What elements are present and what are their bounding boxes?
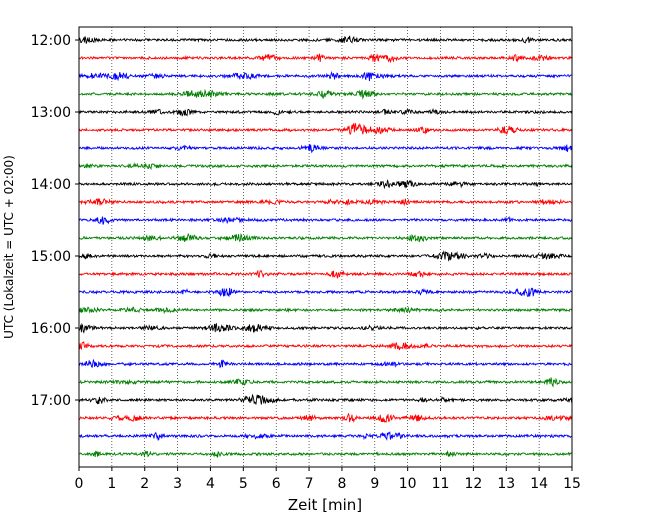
y-tick-label: 14:00 <box>31 177 71 193</box>
x-axis-label: Zeit [min] <box>288 496 362 514</box>
trace-1645 <box>78 377 572 388</box>
trace-1430 <box>78 216 573 225</box>
trace-1200 <box>78 35 572 44</box>
x-tick-label: 1 <box>107 476 116 492</box>
trace-1445 <box>78 232 572 243</box>
trace-1515 <box>78 269 572 279</box>
trace-1415 <box>78 197 572 207</box>
trace-1630 <box>78 358 572 369</box>
trace-1700 <box>78 393 573 405</box>
trace-1330 <box>78 144 573 154</box>
x-tick-label: 9 <box>370 476 379 492</box>
x-tick-label: 10 <box>399 476 417 492</box>
trace-1500 <box>78 250 572 262</box>
plot-frame <box>78 26 573 468</box>
x-tick-label: 14 <box>530 476 548 492</box>
x-tick-label: 11 <box>432 476 450 492</box>
y-tick-label: 12:00 <box>31 33 71 49</box>
x-tick-label: 0 <box>75 476 84 492</box>
trace-1230 <box>78 70 572 82</box>
trace-1400 <box>78 179 572 190</box>
trace-1215 <box>78 53 573 64</box>
y-axis-ticks: 12:00 13:00 14:00 15:00 16:00 17:00 <box>31 33 79 409</box>
x-tick-label: 12 <box>464 476 482 492</box>
trace-1315 <box>78 122 573 136</box>
grid-lines <box>111 27 540 467</box>
plot-background <box>79 27 572 467</box>
y-tick-label: 15:00 <box>31 249 71 265</box>
x-tick-label: 3 <box>173 476 182 492</box>
x-tick-label: 7 <box>305 476 314 492</box>
trace-1600 <box>78 322 572 334</box>
trace-1245 <box>78 88 572 100</box>
trace-1545 <box>78 306 572 315</box>
x-tick-label: 4 <box>206 476 215 492</box>
seismic-traces <box>78 35 573 458</box>
y-tick-label: 17:00 <box>31 393 71 409</box>
x-tick-label: 15 <box>563 476 581 492</box>
trace-1300 <box>78 108 573 117</box>
trace-1715 <box>78 412 573 424</box>
trace-1730 <box>78 431 572 441</box>
trace-1530 <box>78 287 572 298</box>
x-tick-label: 6 <box>272 476 281 492</box>
trace-1345 <box>78 162 573 171</box>
y-tick-label: 16:00 <box>31 321 71 337</box>
y-tick-label: 13:00 <box>31 105 71 121</box>
x-tick-label: 5 <box>239 476 248 492</box>
trace-1615 <box>78 341 572 351</box>
x-tick-label: 8 <box>337 476 346 492</box>
x-tick-label: 13 <box>497 476 515 492</box>
x-tick-label: 2 <box>140 476 149 492</box>
trace-1745 <box>78 449 572 458</box>
y-axis-label: UTC (Lokalzeit = UTC + 02:00) <box>2 155 16 339</box>
x-axis-ticks: 0 1 2 3 4 5 6 7 8 9 10 11 12 13 14 15 <box>75 467 581 492</box>
